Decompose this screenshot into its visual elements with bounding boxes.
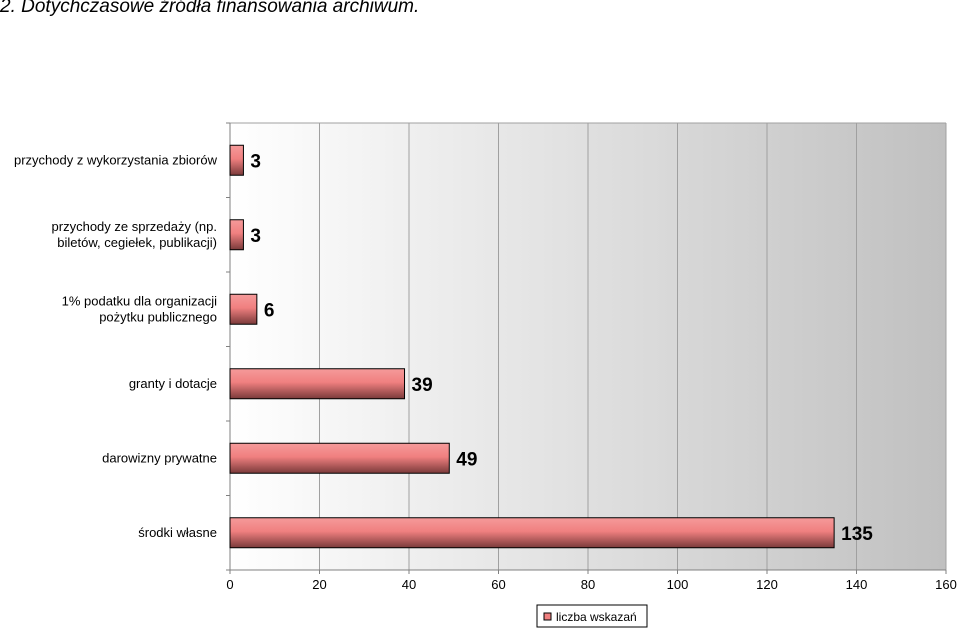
- data-label: 3: [250, 226, 261, 247]
- category-label: granty i dotacje: [129, 376, 217, 391]
- bar: [229, 144, 244, 176]
- bar: [229, 517, 835, 549]
- data-label: 49: [456, 449, 477, 470]
- data-label: 6: [264, 300, 275, 321]
- bar: [229, 442, 450, 474]
- category-label: środki własne: [138, 525, 217, 540]
- category-label: przychody ze sprzedaży (np.: [52, 219, 217, 234]
- legend: liczba wskazań: [536, 604, 648, 628]
- x-tick-label: 100: [667, 577, 689, 592]
- x-tick-label: 20: [312, 577, 326, 592]
- bars: [229, 144, 835, 549]
- x-tick-label: 60: [491, 577, 505, 592]
- x-tick-label: 120: [756, 577, 778, 592]
- bar: [229, 368, 406, 400]
- x-tick-label: 160: [935, 577, 957, 592]
- category-label: pożytku publicznego: [99, 309, 217, 324]
- category-label: biletów, cegiełek, publikacji): [57, 235, 217, 250]
- x-tick-label: 0: [226, 577, 233, 592]
- x-tick-label: 40: [402, 577, 416, 592]
- bar: [229, 219, 244, 251]
- category-label: przychody z wykorzystania zbiorów: [14, 152, 218, 167]
- axes: 0 20 40 60 80 100 120 140 160: [226, 122, 957, 592]
- category-label: darowizny prywatne: [102, 450, 217, 465]
- data-label: 39: [412, 375, 433, 396]
- legend-label: liczba wskazań: [556, 610, 637, 624]
- data-label: 135: [841, 524, 873, 545]
- x-tick-label: 80: [581, 577, 595, 592]
- labels: 3 przychody z wykorzystania zbiorów 3 przyc…: [14, 151, 873, 545]
- bar: [229, 293, 258, 325]
- category-label: 1% podatku dla organizacji: [62, 293, 217, 308]
- gridlines: [230, 122, 947, 570]
- page-title: 2. Dotychczasowe źródła finansowania arc…: [0, 0, 420, 17]
- legend-swatch: [543, 612, 552, 621]
- data-label: 3: [250, 151, 261, 172]
- x-tick-label: 140: [846, 577, 868, 592]
- legend-box: [536, 604, 648, 628]
